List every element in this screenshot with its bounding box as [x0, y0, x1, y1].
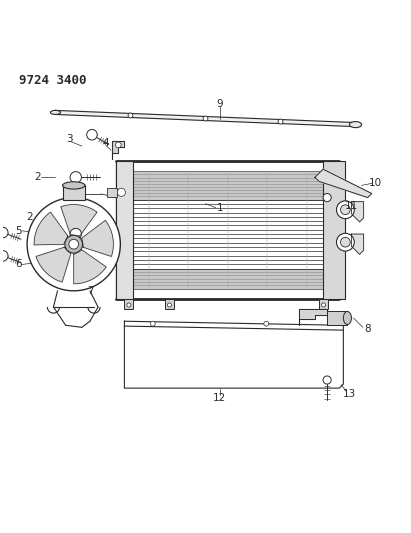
Text: 7: 7	[87, 286, 93, 296]
Bar	[319, 299, 328, 309]
Ellipse shape	[349, 122, 362, 127]
Circle shape	[65, 235, 83, 253]
Circle shape	[70, 228, 81, 240]
Polygon shape	[315, 169, 372, 198]
Text: 9724 3400: 9724 3400	[19, 74, 86, 87]
Polygon shape	[36, 247, 71, 282]
Bar	[116, 161, 132, 299]
Bar	[107, 188, 117, 197]
Polygon shape	[351, 201, 364, 222]
Text: 5: 5	[15, 226, 21, 236]
Bar	[327, 311, 346, 325]
Text: 11: 11	[345, 201, 358, 212]
Circle shape	[117, 188, 125, 196]
Bar	[165, 299, 174, 309]
Bar	[62, 185, 85, 199]
Circle shape	[340, 237, 350, 247]
Circle shape	[167, 303, 171, 307]
Polygon shape	[55, 110, 356, 127]
Bar	[323, 161, 345, 299]
Polygon shape	[82, 220, 113, 256]
Text: 13: 13	[343, 389, 356, 399]
Ellipse shape	[62, 182, 85, 189]
Circle shape	[203, 116, 208, 121]
Circle shape	[340, 205, 350, 215]
Circle shape	[70, 172, 81, 183]
Circle shape	[321, 303, 326, 307]
Bar	[132, 269, 323, 289]
Circle shape	[150, 321, 155, 326]
Circle shape	[128, 113, 133, 118]
Circle shape	[115, 142, 121, 148]
Circle shape	[0, 227, 8, 238]
Text: 10: 10	[369, 179, 382, 188]
Circle shape	[323, 193, 331, 201]
Circle shape	[337, 233, 354, 251]
Polygon shape	[112, 141, 125, 159]
Text: 2: 2	[34, 172, 41, 182]
Circle shape	[278, 119, 283, 124]
Polygon shape	[74, 250, 106, 284]
Bar	[125, 299, 133, 309]
Circle shape	[323, 376, 331, 384]
Text: 4: 4	[103, 138, 109, 148]
Text: 12: 12	[213, 393, 226, 403]
Text: 1: 1	[216, 203, 223, 213]
Polygon shape	[351, 234, 364, 254]
Polygon shape	[299, 309, 327, 325]
Circle shape	[87, 130, 97, 140]
Circle shape	[27, 198, 120, 291]
Polygon shape	[61, 205, 97, 236]
Text: 9: 9	[216, 99, 223, 109]
Text: 8: 8	[365, 325, 371, 334]
Circle shape	[264, 321, 269, 326]
Text: 2: 2	[27, 212, 33, 222]
Circle shape	[127, 303, 131, 307]
Ellipse shape	[343, 311, 351, 325]
Circle shape	[69, 239, 79, 249]
Text: 6: 6	[15, 260, 21, 270]
Text: 3: 3	[66, 134, 73, 144]
Circle shape	[337, 201, 354, 219]
Polygon shape	[34, 212, 68, 245]
Ellipse shape	[51, 110, 60, 115]
Bar	[132, 171, 323, 199]
Polygon shape	[125, 321, 343, 388]
Circle shape	[0, 251, 8, 261]
